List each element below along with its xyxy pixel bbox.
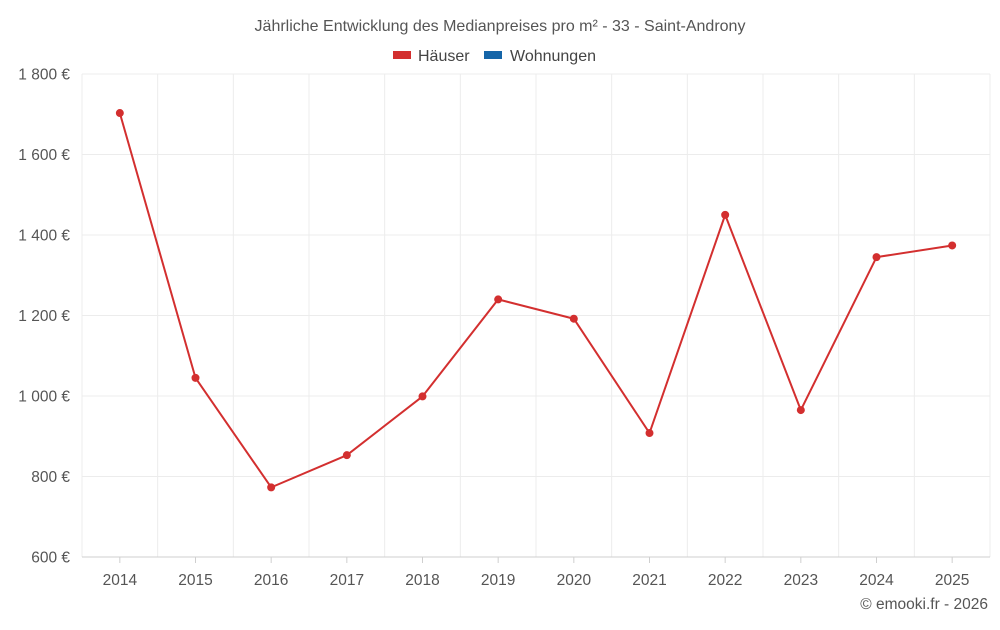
grid xyxy=(81,73,991,557)
x-tick-label: 2024 xyxy=(859,572,894,589)
data-point[interactable] xyxy=(191,373,200,382)
series-line-haeuser xyxy=(118,112,953,489)
y-tick-label: 600 € xyxy=(31,550,70,567)
legend-label-wohnungen[interactable]: Wohnungen xyxy=(510,48,596,65)
x-tick-label: 2025 xyxy=(935,572,969,589)
legend-swatch-wohnungen xyxy=(484,51,502,59)
x-tick-label: 2015 xyxy=(178,572,212,589)
data-point[interactable] xyxy=(569,314,578,323)
data-point[interactable] xyxy=(342,451,351,460)
legend-label-haeuser[interactable]: Häuser xyxy=(418,48,470,65)
data-point[interactable] xyxy=(721,210,730,219)
data-point[interactable] xyxy=(494,295,503,304)
data-point[interactable] xyxy=(948,241,957,250)
x-tick-label: 2017 xyxy=(330,572,364,589)
credit-text: © emooki.fr - 2026 xyxy=(860,596,988,613)
data-point[interactable] xyxy=(645,429,654,438)
y-tick-label: 800 € xyxy=(31,469,70,486)
y-tick-label: 1 000 € xyxy=(18,389,70,406)
x-tick-label: 2014 xyxy=(103,572,138,589)
x-tick-label: 2016 xyxy=(254,572,288,589)
y-tick-label: 1 200 € xyxy=(18,308,70,325)
data-point[interactable] xyxy=(796,406,805,415)
x-tick-label: 2022 xyxy=(708,572,742,589)
series-layer xyxy=(115,109,957,492)
x-tick-label: 2023 xyxy=(784,572,818,589)
legend-swatch-haeuser xyxy=(393,51,411,59)
data-point[interactable] xyxy=(872,253,881,262)
axes: 600 € 800 € 1 000 € 1 200 € 1 400 € 1 600 € 1 … xyxy=(18,67,990,589)
data-point[interactable] xyxy=(418,392,427,401)
x-tick-label: 2021 xyxy=(632,572,666,589)
x-tick-label: 2018 xyxy=(405,572,439,589)
data-point[interactable] xyxy=(267,483,276,492)
x-tick-label: 2020 xyxy=(557,572,592,589)
y-tick-label: 1 400 € xyxy=(18,228,70,245)
x-tick-label: 2019 xyxy=(481,572,515,589)
data-point[interactable] xyxy=(115,109,124,118)
y-tick-label: 1 800 € xyxy=(18,67,70,84)
y-tick-label: 1 600 € xyxy=(18,147,70,164)
chart-title: Jährliche Entwicklung des Medianpreises … xyxy=(255,18,746,35)
legend: Häuser Wohnungen xyxy=(393,48,596,65)
